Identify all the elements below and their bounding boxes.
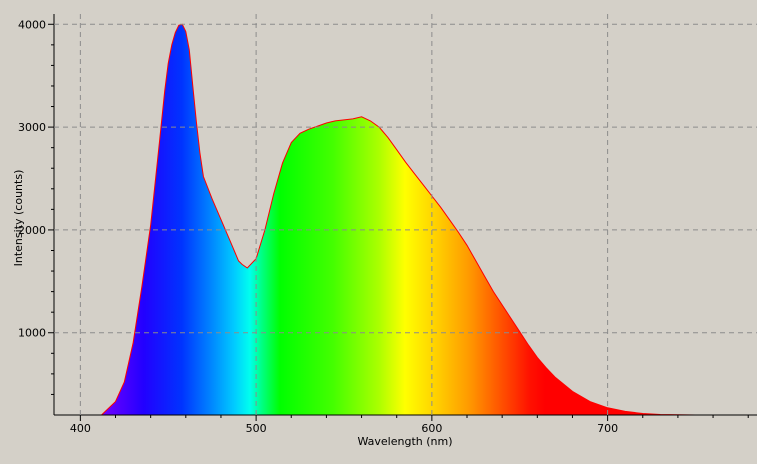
x-axis-title: Wavelength (nm) [357, 435, 452, 448]
data-layer [101, 23, 714, 416]
x-tick-label: 500 [246, 422, 267, 435]
x-tick-label: 700 [597, 422, 618, 435]
y-tick-label: 3000 [18, 121, 46, 134]
y-tick-label: 2000 [18, 224, 46, 237]
axis-layer: 1000 2000 3000 4000 400 500 600 700 [18, 14, 757, 435]
y-tick-label: 1000 [18, 327, 46, 340]
spectrum-area [101, 24, 714, 416]
x-tick-label: 400 [70, 422, 91, 435]
x-tick-label: 600 [421, 422, 442, 435]
spectrum-outline [101, 23, 714, 416]
y-axis-title: Intensity (counts) [12, 170, 25, 267]
grid-layer [54, 14, 757, 415]
y-tick-label: 4000 [18, 18, 46, 31]
